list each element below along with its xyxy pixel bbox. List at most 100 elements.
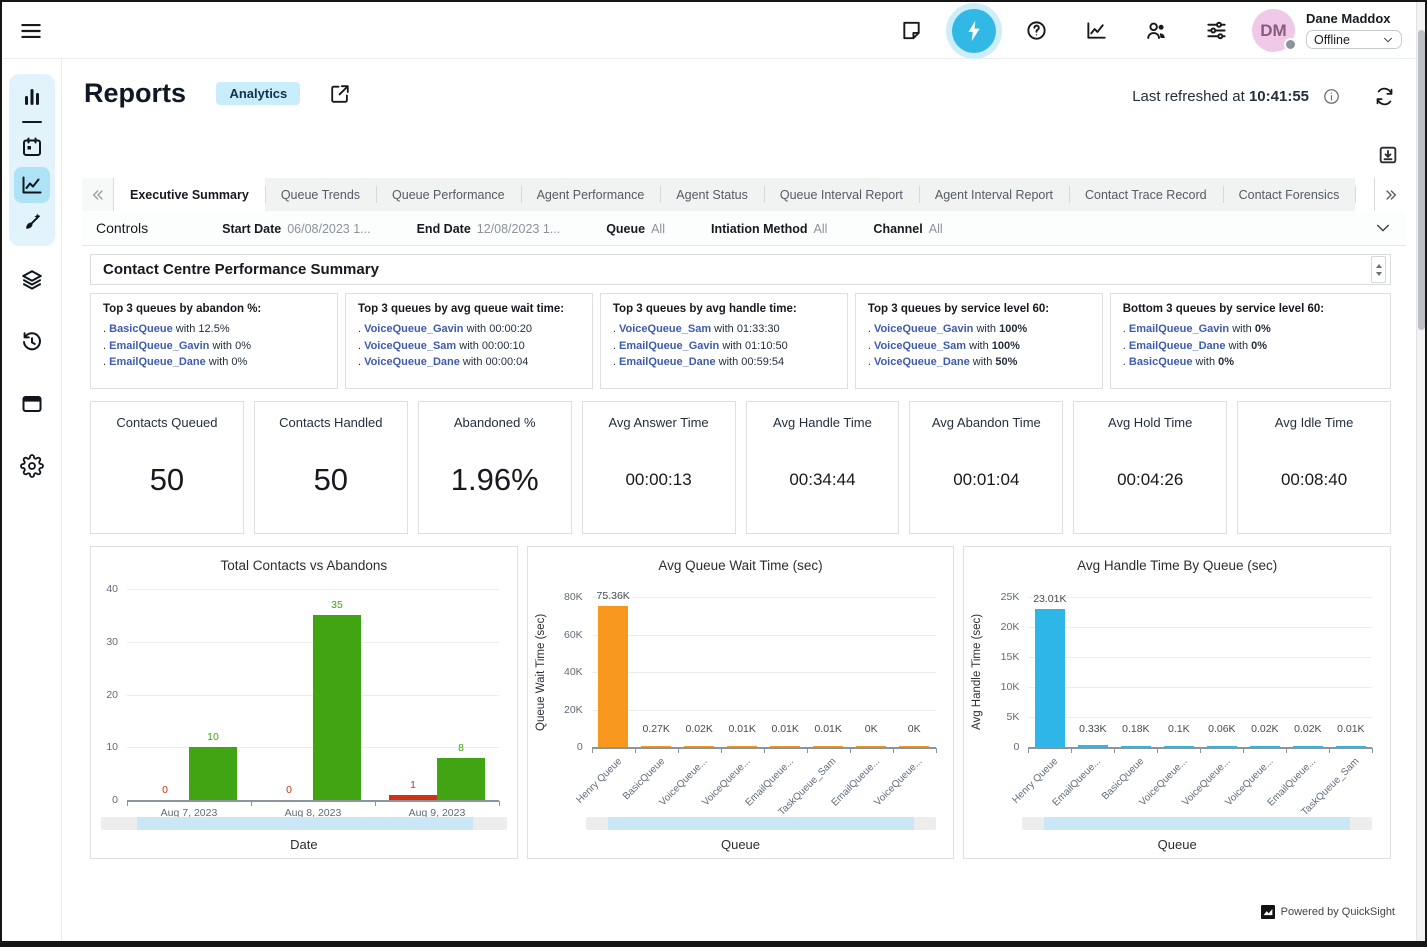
y-tick-label: 20K [563,703,583,716]
tab-bar: Executive Summary Queue Trends Queue Perfo… [82,178,1406,211]
bar-voicequeue[interactable] [1206,745,1237,747]
lightning-button[interactable] [952,8,996,53]
tab-agent-interval-report[interactable]: Agent Interval Report [918,178,1069,211]
queue-link[interactable]: EmailQueue_Dane [619,356,716,368]
chart-h-scrollbar-thumb[interactable] [1044,817,1351,830]
chart-h-scrollbar[interactable] [585,817,936,830]
queue-link[interactable]: EmailQueue_Dane [109,356,206,368]
tab-contact-forensics[interactable]: Contact Forensics [1222,178,1356,211]
page-scrollbar-thumb[interactable] [1418,30,1425,330]
queue-link[interactable]: VoiceQueue_Dane [873,356,970,368]
powered-by-quicksight[interactable]: Powered by QuickSight [1260,905,1395,919]
sidebar-item-design-icon[interactable] [14,205,50,241]
queue-link[interactable]: VoiceQueue_Gavin [364,323,464,335]
y-tick-label: 0 [576,741,583,753]
insight-item: . BasicQueue with 0% [1122,356,1235,368]
external-link-icon[interactable] [329,83,351,105]
controls-collapse-button[interactable] [1374,219,1392,237]
chart-h-scrollbar-thumb[interactable] [137,817,473,830]
chart-h-scrollbar[interactable] [1022,817,1373,830]
value-label: 75.36K [596,589,630,602]
queue-link[interactable]: VoiceQueue_Sam [619,323,712,335]
chart-h-scrollbar-thumb[interactable] [607,817,914,830]
sidebar-item-settings-icon[interactable] [14,448,50,484]
bar-basicqueue[interactable] [641,745,672,747]
tab-queue-interval-report[interactable]: Queue Interval Report [763,178,919,211]
kpi-label: Avg Handle Time [773,415,872,430]
bar-total-contacts[interactable] [313,615,361,800]
bar-basicqueue[interactable] [1120,745,1151,747]
help-button[interactable] [1025,19,1048,42]
queue-link[interactable]: BasicQueue [109,323,173,335]
tabs-scroll-right-button[interactable] [1374,178,1406,211]
queue-link[interactable]: VoiceQueue_Dane [364,356,460,368]
bar-taskqueue-sam[interactable] [813,745,844,747]
sidebar-item-history-icon[interactable] [14,324,50,360]
sidebar-item-window-icon[interactable] [14,386,50,422]
kpi-label: Avg Hold Time [1108,415,1193,430]
bar-henry-queue[interactable] [1034,608,1065,747]
bar-emailqueue[interactable] [1292,745,1323,747]
bar-voicequeue[interactable] [899,745,930,747]
info-icon[interactable] [1322,87,1341,106]
value-label: 8 [458,742,464,754]
download-button[interactable] [1377,144,1399,166]
sidebar-item-line-chart-icon[interactable] [14,167,50,203]
sidebar-item-calendar-icon[interactable] [14,129,50,165]
bar-total-contacts[interactable] [437,758,485,800]
section-title-bar: Contact Centre Performance Summary [90,254,1391,285]
tab-queue-performance[interactable]: Queue Performance [376,178,521,211]
insight-card-title: Top 3 queues by avg queue wait time: [357,303,565,315]
queue-link[interactable]: EmailQueue_Dane [1128,339,1226,352]
tab-executive-summary[interactable]: Executive Summary [114,178,265,211]
filter-intiation-method[interactable]: Intiation Method All [711,221,828,236]
sidebar-item-bar-chart-icon[interactable] [14,79,50,115]
bar-emailqueue[interactable] [856,745,887,747]
value-label: 23.01K [1033,592,1067,605]
note-button[interactable] [900,19,923,42]
tab-agent-performance[interactable]: Agent Performance [520,178,661,211]
chart-h-scrollbar[interactable] [101,817,507,830]
line-chart-button[interactable] [1085,19,1108,42]
queue-link[interactable]: BasicQueue [1128,356,1193,368]
bar-abandons[interactable] [389,795,437,800]
people-button[interactable] [1145,19,1168,42]
x-axis-label: Aug 8, 2023 [284,807,342,819]
bar-voicequeue[interactable] [1249,745,1280,747]
tab-agent-status[interactable]: Agent Status [660,178,764,211]
bar-voicequeue[interactable] [1163,745,1194,747]
bar-voicequeue[interactable] [684,745,715,747]
filter-channel[interactable]: Channel All [873,221,943,236]
value-label: 0K [907,723,921,735]
filter-queue[interactable]: Queue All [606,221,665,236]
tab-queue-trends[interactable]: Queue Trends [264,178,376,211]
bar-taskqueue-sam[interactable] [1335,745,1366,747]
bar-total-contacts[interactable] [189,747,237,800]
kpi-label: Avg Idle Time [1274,415,1354,430]
refresh-button[interactable] [1374,86,1395,107]
queue-link[interactable]: VoiceQueue_Sam [873,339,967,352]
filter-end-date[interactable]: End Date 12/08/2023 1... [416,221,561,236]
sidebar-divider [22,121,42,123]
y-tick-label: 15K [1000,651,1020,663]
filter-start-date[interactable]: Start Date 06/08/2023 1... [222,221,371,236]
page-scrollbar[interactable] [1416,2,1425,941]
queue-link[interactable]: EmailQueue_Gavin [109,339,210,352]
queue-link[interactable]: VoiceQueue_Sam [364,339,457,352]
bar-voicequeue[interactable] [727,745,758,747]
tabs-scroll-left-button[interactable] [82,178,114,211]
section-scroll-spinner[interactable] [1371,256,1386,283]
bar-emailqueue[interactable] [1077,745,1108,747]
avatar[interactable]: DM [1252,9,1297,52]
bar-henry-queue[interactable] [598,605,629,747]
menu-button[interactable] [18,18,44,44]
queue-link[interactable]: VoiceQueue_Gavin [873,323,974,335]
queue-link[interactable]: EmailQueue_Gavin [619,339,720,352]
sidebar-item-layers-icon[interactable] [14,262,50,298]
value-label: 0.01K [1337,723,1365,735]
tab-contact-trace-record[interactable]: Contact Trace Record [1069,178,1223,211]
status-select[interactable]: Offline [1306,30,1402,49]
bar-emailqueue[interactable] [770,745,801,747]
sliders-button[interactable] [1205,19,1228,42]
queue-link[interactable]: EmailQueue_Gavin [1128,323,1230,335]
